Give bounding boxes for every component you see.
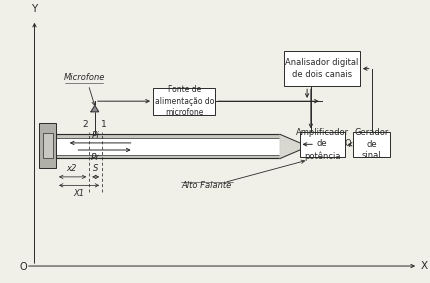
Text: Y: Y [31, 4, 37, 14]
Bar [353, 132, 389, 157]
Polygon shape [280, 134, 307, 158]
Text: Gerador
de
sinal: Gerador de sinal [354, 128, 388, 160]
Text: X: X [419, 261, 427, 271]
Text: Pi: Pi [92, 131, 99, 140]
Text: Alto Falante: Alto Falante [181, 181, 231, 190]
Text: Fonte de
alimentação do
microfone: Fonte de alimentação do microfone [154, 85, 213, 117]
Text: O: O [20, 262, 28, 273]
Bar [43, 133, 53, 158]
Text: 2: 2 [83, 120, 88, 129]
Bar [153, 88, 215, 115]
Text: Analisador digital
de dois canais: Analisador digital de dois canais [285, 58, 358, 79]
Bar [56, 134, 280, 158]
Polygon shape [91, 106, 98, 112]
Text: 1: 1 [101, 120, 107, 129]
Text: Microfone: Microfone [63, 73, 104, 82]
Text: x2: x2 [66, 164, 76, 173]
Text: Amplificador
de
potência: Amplificador de potência [295, 128, 348, 161]
Bar [56, 138, 280, 155]
Bar [39, 123, 56, 168]
Text: S: S [93, 164, 98, 173]
Bar [299, 132, 344, 157]
Text: Pr: Pr [91, 153, 100, 162]
Text: X1: X1 [73, 189, 84, 198]
Bar [284, 51, 359, 86]
Bar [307, 141, 314, 151]
Text: Q: Q [344, 139, 350, 148]
